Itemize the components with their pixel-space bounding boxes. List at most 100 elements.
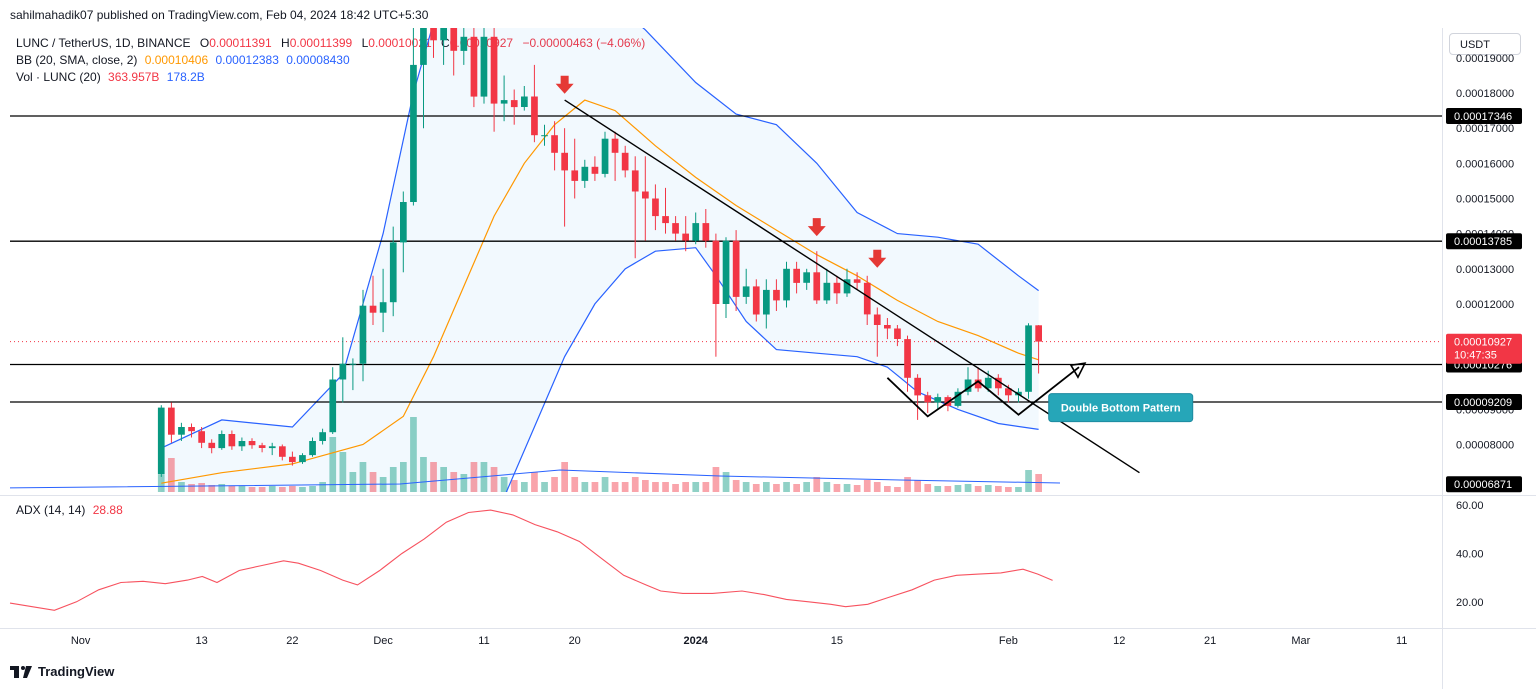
vol-label[interactable]: Vol · LUNC (20) [16,70,101,84]
price-tick-label: 0.00013000 [1456,264,1514,276]
bb-label[interactable]: BB (20, SMA, close, 2) [16,53,138,67]
bb-info-line: BB (20, SMA, close, 2) 0.00010406 0.0001… [16,53,350,67]
candle-body [1005,388,1012,396]
volume-bar [279,487,286,492]
candle-body [823,282,831,301]
volume-bar [591,482,599,492]
volume-bar [833,484,841,492]
price-tick-label: 0.00015000 [1456,194,1514,206]
volume-bar [248,487,256,492]
candle-body [914,377,921,396]
time-tick-label: 11 [1396,635,1407,647]
adx-label[interactable]: ADX (14, 14) [16,503,86,517]
candle-body [228,434,236,447]
candle-body [279,446,286,457]
candle-body [258,445,266,448]
candle-body [833,282,841,294]
volume-bar [198,483,205,492]
volume-bar [178,482,185,492]
candle-body [904,339,911,378]
candle-body [984,377,992,389]
adx-value: 28.88 [92,503,123,517]
volume-bar [894,487,901,492]
volume-bar [289,486,296,492]
volume-bar [642,480,649,492]
candle-body [601,138,609,174]
candle-body [752,286,760,315]
tradingview-logo-icon [10,665,32,678]
candle-body [470,36,478,97]
volume-bar [712,467,720,492]
candle-body [631,170,639,192]
candle-body [289,456,296,463]
candle-body [571,170,579,181]
volume-bar [500,477,508,492]
ohlc-high-value: 0.00011399 [289,36,353,50]
candle-body [722,240,730,304]
current-price-label: 0.00010927 [1454,337,1512,349]
volume-bar [521,482,528,492]
candle-body [359,305,367,364]
bollinger-lower-line [505,247,1039,492]
level-price-tag [1446,233,1522,250]
candle-body [712,240,720,304]
volume-bar [853,485,861,492]
tradingview-brand: TradingView [38,664,115,679]
price-tick-label: 0.00018000 [1456,88,1514,100]
candle-body [702,223,710,241]
candle-body [309,441,316,456]
time-tick-label: 13 [195,635,207,647]
volume-bar [349,472,357,492]
vol-value: 363.957B [108,70,160,84]
volume-bar [541,482,548,492]
volume-bar [692,482,700,492]
volume-bar [561,462,568,492]
volume-bar [228,486,236,492]
candle-body [168,407,175,435]
currency-button[interactable]: USDT [1449,33,1521,55]
bollinger-band-fill [161,28,1039,492]
volume-bar [611,482,619,492]
volume-bar [440,467,447,492]
candle-body [642,191,649,199]
adx-tick-label: 60.00 [1456,500,1484,512]
volume-bar [400,462,407,492]
time-tick-label: 15 [831,635,843,647]
price-tick-label: 0.00016000 [1456,158,1514,170]
vol-info-line: Vol · LUNC (20) 363.957B 178.2B [16,70,205,84]
volume-bar [662,482,669,492]
volume-bar [460,474,468,492]
volume-bar [722,472,730,492]
candle-body [561,152,568,171]
volume-bar [168,458,175,492]
symbol-name[interactable]: LUNC / TetherUS, 1D, BINANCE [16,36,191,50]
bollinger-basis-line [161,99,1039,484]
candle-body [924,395,932,403]
rejection-arrow-icon [555,75,574,94]
candle-body [268,446,276,449]
volume-bar [823,482,831,492]
volume-bar [369,472,377,492]
volume-bar [631,477,639,492]
volume-bar [904,477,911,492]
candle-body [843,279,851,294]
volume-bar [450,472,458,492]
candle-body [299,455,306,463]
candle-body [884,325,891,329]
level-price-tag [1446,476,1522,493]
tradingview-logo[interactable]: TradingView [10,664,114,679]
time-tick-label: 21 [1204,635,1216,647]
volume-bar [793,484,800,492]
volume-bar [682,482,689,492]
volume-bar [359,462,367,492]
volume-bar [470,462,478,492]
volume-bar [420,457,427,492]
time-tick-label: Mar [1291,635,1310,647]
price-tick-label: 0.00008000 [1456,440,1514,452]
bollinger-upper-line [161,28,1039,449]
time-tick-label: Feb [999,635,1018,647]
candle-body [783,268,790,301]
price-tick-label: 0.00012000 [1456,299,1514,311]
time-tick-label: 12 [1113,635,1125,647]
